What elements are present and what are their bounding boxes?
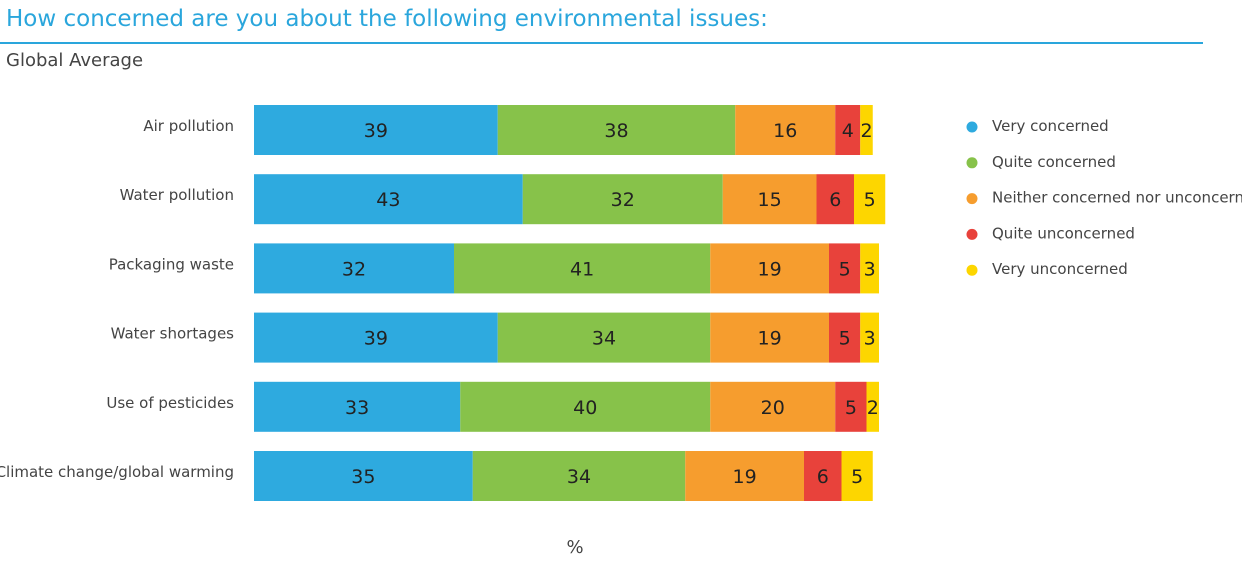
x-axis-label: % (566, 537, 583, 558)
title-divider (0, 42, 1203, 44)
legend-label: Quite concerned (992, 153, 1116, 171)
data-label: 5 (845, 397, 857, 419)
data-label: 5 (839, 258, 851, 280)
bar-segment (710, 243, 829, 294)
data-label: 5 (864, 189, 876, 211)
bar-segment (854, 174, 886, 225)
bar-segment (254, 381, 461, 432)
bar-segment (860, 105, 873, 155)
data-label: 5 (839, 328, 851, 350)
bar-segment (804, 451, 842, 501)
data-label: 39 (364, 120, 388, 142)
category-label: Water shortages (111, 325, 235, 343)
data-label: 35 (351, 466, 375, 488)
bar-segment (472, 451, 686, 501)
legend-marker (966, 193, 978, 205)
category-label: Air pollution (143, 117, 234, 135)
bar-segment (497, 312, 711, 363)
legend-marker (966, 121, 978, 133)
bar-segment (254, 312, 498, 363)
legend-label: Very concerned (992, 117, 1109, 135)
category-label: Packaging waste (109, 255, 234, 273)
bar-segment (816, 174, 854, 225)
data-label: 4 (842, 120, 854, 142)
bar-segment (841, 451, 873, 501)
data-label: 2 (867, 397, 879, 419)
data-label: 6 (829, 189, 841, 211)
bar-segment (454, 243, 711, 294)
chart-title: How concerned are you about the followin… (6, 6, 768, 32)
data-label: 5 (851, 466, 863, 488)
category-label: Use of pesticides (106, 394, 234, 412)
data-label: 43 (376, 189, 400, 211)
bar-segment (522, 174, 723, 225)
bar-segment (835, 105, 861, 155)
data-label: 19 (758, 258, 782, 280)
bar-segment (829, 243, 861, 294)
bar-segment (710, 381, 836, 432)
bar-segment (254, 243, 454, 294)
bar-segment (866, 381, 879, 432)
data-label: 16 (773, 120, 797, 142)
data-label: 41 (570, 258, 594, 280)
bar-segment (710, 312, 829, 363)
bar-segment (860, 243, 879, 294)
legend-label: Very unconcerned (992, 260, 1128, 278)
legend-label: Quite unconcerned (992, 224, 1135, 242)
data-label: 32 (611, 189, 635, 211)
data-label: 20 (761, 397, 785, 419)
data-label: 34 (567, 466, 591, 488)
bar-segment (829, 312, 861, 363)
bar-segment (254, 105, 498, 155)
bar-segment (860, 312, 879, 363)
bar-segment (722, 174, 817, 225)
legend-label: Neither concerned nor unconcerned (992, 189, 1242, 207)
data-label: 3 (864, 258, 876, 280)
category-label: Water pollution (120, 186, 234, 204)
legend-marker (966, 228, 978, 240)
data-label: 15 (758, 189, 782, 211)
data-label: 40 (573, 397, 597, 419)
bar-segment (254, 451, 473, 501)
data-label: 2 (860, 120, 872, 142)
legend-marker (966, 157, 978, 169)
category-label: Climate change/global warming (0, 463, 234, 481)
data-label: 33 (345, 397, 369, 419)
bar-segment (254, 174, 523, 225)
bar-segment (835, 381, 867, 432)
data-label: 34 (592, 328, 616, 350)
chart-subtitle: Global Average (6, 50, 144, 71)
data-label: 6 (817, 466, 829, 488)
data-label: 19 (758, 328, 782, 350)
data-label: 39 (364, 328, 388, 350)
data-label: 19 (733, 466, 757, 488)
bar-segment (497, 105, 736, 155)
bar-segment (460, 381, 711, 432)
bar-segment (685, 451, 804, 501)
legend-marker (966, 264, 978, 276)
data-label: 38 (604, 120, 628, 142)
data-label: 3 (864, 328, 876, 350)
bar-segment (735, 105, 836, 155)
data-label: 32 (342, 258, 366, 280)
